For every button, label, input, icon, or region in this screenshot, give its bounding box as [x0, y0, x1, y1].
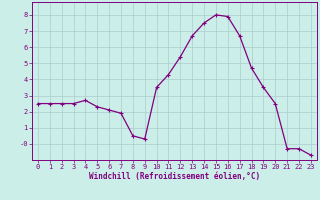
X-axis label: Windchill (Refroidissement éolien,°C): Windchill (Refroidissement éolien,°C) [89, 172, 260, 181]
